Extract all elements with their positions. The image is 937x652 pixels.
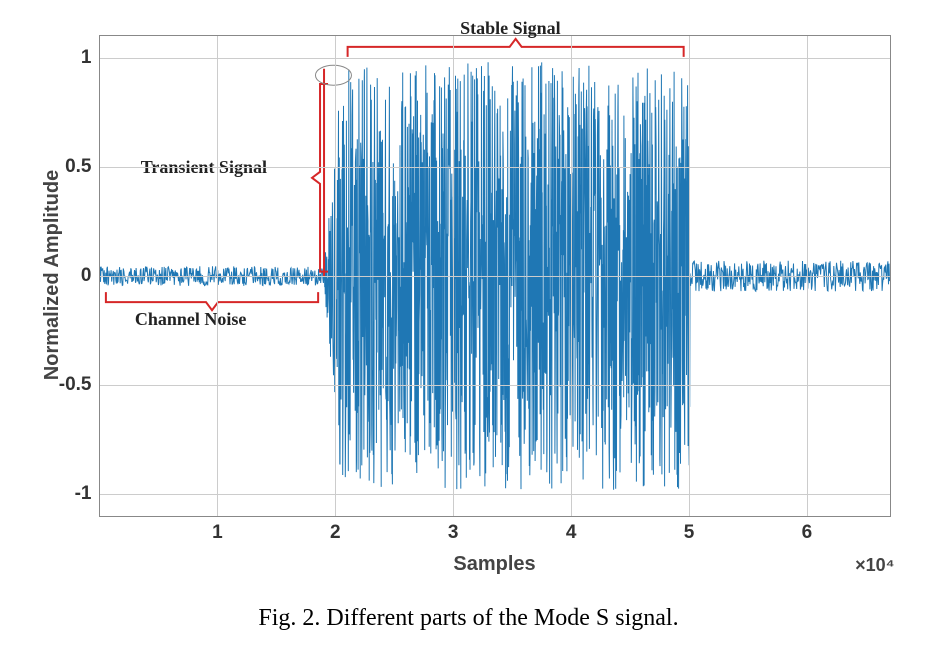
x-exponent: ×10⁴ — [855, 555, 894, 576]
x-tick-label: 1 — [212, 516, 223, 544]
x-tick-label: 3 — [448, 516, 459, 544]
y-tick-label: 1 — [81, 47, 100, 69]
figure-caption: Fig. 2. Different parts of the Mode S si… — [258, 605, 678, 632]
x-tick-label: 5 — [684, 516, 695, 544]
plot-area: Channel Noise Transient Signal Stable Si… — [99, 35, 891, 517]
x-tick-label: 2 — [330, 516, 341, 544]
y-tick-label: 0 — [81, 265, 100, 287]
y-tick-label: -0.5 — [59, 374, 100, 396]
x-tick-label: 4 — [566, 516, 577, 544]
x-tick-label: 6 — [802, 516, 813, 544]
stable-signal-label: Stable Signal — [460, 18, 561, 39]
x-axis-title: Samples — [453, 553, 535, 576]
chart-container: Normalized Amplitude Channel Noise Trans… — [29, 20, 909, 550]
channel-noise-label: Channel Noise — [135, 309, 247, 330]
y-axis-title: Normalized Amplitude — [41, 170, 64, 380]
y-tick-label: 0.5 — [65, 156, 99, 178]
y-tick-label: -1 — [75, 483, 100, 505]
